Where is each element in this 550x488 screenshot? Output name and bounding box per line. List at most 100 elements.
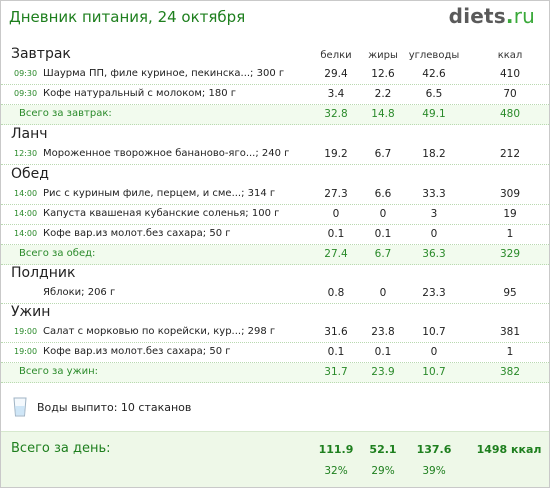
meal-name: Ланч [11,126,48,142]
food-entry[interactable]: Кофе натуральный с молоком; 180 г [43,88,236,99]
meal-lunch: Ланч 12:30 Мороженное творожное бананово… [1,125,549,165]
carbs-value: 6.5 [425,88,443,100]
fat-value: 0.1 [374,346,392,358]
meal-name: Обед [11,166,49,182]
logo-tld: ru [513,4,535,28]
protein-value: 0 [332,208,340,220]
protein-value: 31.6 [324,326,348,338]
fat-value: 12.6 [371,68,395,80]
fat-value: 2.2 [374,88,392,100]
water-count: Воды выпито: 10 стаканов [37,401,192,414]
carbs-total: 10.7 [422,366,446,378]
day-protein-total: 111.9 [318,443,354,456]
table-row[interactable]: Яблоки; 206 г 0.8 0 23.3 95 [1,284,549,304]
day-fat-percent: 29% [371,465,395,477]
site-logo[interactable]: diets.ru [449,4,535,28]
table-row[interactable]: 12:30 Мороженное творожное бананово-яго.… [1,145,549,165]
meal-header: Ланч [1,125,549,145]
food-entry[interactable]: Шаурма ПП, филе куриное, пекинска...; 30… [43,68,285,79]
carbs-value: 3 [430,208,438,220]
meal-name: Ужин [11,304,51,320]
kcal-value: 410 [499,68,521,80]
logo-main: diets [448,4,506,28]
carbs-value: 23.3 [422,287,446,299]
fat-total: 14.8 [371,108,395,120]
protein-value: 29.4 [324,68,348,80]
meal-total-label: Всего за завтрак: [19,108,112,119]
fat-total: 23.9 [371,366,395,378]
meal-total-label: Всего за обед: [19,248,96,259]
protein-total: 27.4 [324,248,348,260]
kcal-value: 19 [503,208,517,220]
meal-dinner: Обед 14:00 Рис с куриным филе, перцем, и… [1,165,549,265]
protein-value: 0.1 [327,228,345,240]
table-row[interactable]: 09:30 Шаурма ПП, филе куриное, пекинска.… [1,65,549,85]
meal-name: Полдник [11,265,76,281]
protein-value: 0.8 [327,287,345,299]
entry-time: 12:30 [14,149,38,158]
meal-header: Полдник [1,264,549,284]
kcal-value: 1 [506,228,514,240]
page-title: Дневник питания, 24 октября [9,8,246,26]
carbs-value: 42.6 [422,68,446,80]
day-total-label: Всего за день: [11,441,111,456]
kcal-total: 382 [499,366,521,378]
meal-total-row: Всего за обед: 27.4 6.7 36.3 329 [1,245,549,265]
protein-value: 19.2 [324,148,348,160]
meal-name: Завтрак [11,46,71,62]
day-carbs-total: 137.6 [416,443,452,456]
day-protein-percent: 32% [324,465,348,477]
carbs-value: 33.3 [422,188,446,200]
protein-value: 0.1 [327,346,345,358]
protein-total: 32.8 [324,108,348,120]
meal-breakfast: Завтрак белки жиры углеводы ккал 09:30 Ш… [1,45,549,125]
meal-snack: Полдник Яблоки; 206 г 0.8 0 23.3 95 [1,264,549,304]
kcal-total: 480 [499,108,521,120]
food-entry[interactable]: Салат с морковью по корейски, кур...; 29… [43,326,276,337]
table-row[interactable]: 19:00 Кофе вар.из молот.без сахара; 50 г… [1,343,549,363]
day-kcal-total: 1498 ккал [476,443,542,456]
table-row[interactable]: 14:00 Капуста квашеная кубанские соленья… [1,205,549,225]
fat-value: 6.7 [374,148,392,160]
food-entry[interactable]: Мороженное творожное бананово-яго...; 24… [43,148,290,159]
logo-dot: . [505,4,514,28]
fat-total: 6.7 [374,248,392,260]
kcal-value: 95 [503,287,517,299]
kcal-value: 1 [506,346,514,358]
food-entry[interactable]: Кофе вар.из молот.без сахара; 50 г [43,346,231,357]
fat-value: 0 [379,208,387,220]
carbs-value: 0 [430,228,438,240]
kcal-value: 70 [503,88,517,100]
carbs-value: 18.2 [422,148,446,160]
kcal-total: 329 [499,248,521,260]
meal-total-row: Всего за завтрак: 32.8 14.8 49.1 480 [1,105,549,125]
table-row[interactable]: 19:00 Салат с морковью по корейски, кур.… [1,323,549,343]
protein-total: 31.7 [324,366,348,378]
meal-header: Завтрак белки жиры углеводы ккал [1,45,549,65]
food-entry[interactable]: Кофе вар.из молот.без сахара; 50 г [43,228,231,239]
protein-value: 3.4 [327,88,345,100]
column-header-protein: белки [320,50,352,61]
column-header-carbs: углеводы [408,50,460,61]
table-row[interactable]: 09:30 Кофе натуральный с молоком; 180 г … [1,85,549,105]
kcal-value: 212 [499,148,521,160]
day-total: Всего за день: 111.9 52.1 137.6 1498 кка… [1,431,549,487]
table-row[interactable]: 14:00 Кофе вар.из молот.без сахара; 50 г… [1,225,549,245]
table-row[interactable]: 14:00 Рис с куриным филе, перцем, и сме.… [1,185,549,205]
kcal-value: 309 [499,188,521,200]
entry-time: 14:00 [14,189,38,198]
fat-value: 6.6 [374,188,392,200]
carbs-value: 0 [430,346,438,358]
protein-value: 27.3 [324,188,348,200]
meal-total-row: Всего за ужин: 31.7 23.9 10.7 382 [1,363,549,383]
food-entry[interactable]: Яблоки; 206 г [43,287,116,298]
carbs-total: 49.1 [422,108,446,120]
food-entry[interactable]: Капуста квашеная кубанские соленья; 100 … [43,208,280,219]
water-section: Воды выпито: 10 стаканов [1,395,549,425]
entry-time: 19:00 [14,347,38,356]
header: Дневник питания, 24 октября diets.ru [1,1,549,37]
food-entry[interactable]: Рис с куриным филе, перцем, и сме...; 31… [43,188,276,199]
entry-time: 14:00 [14,209,38,218]
meal-supper: Ужин 19:00 Салат с морковью по корейски,… [1,303,549,383]
